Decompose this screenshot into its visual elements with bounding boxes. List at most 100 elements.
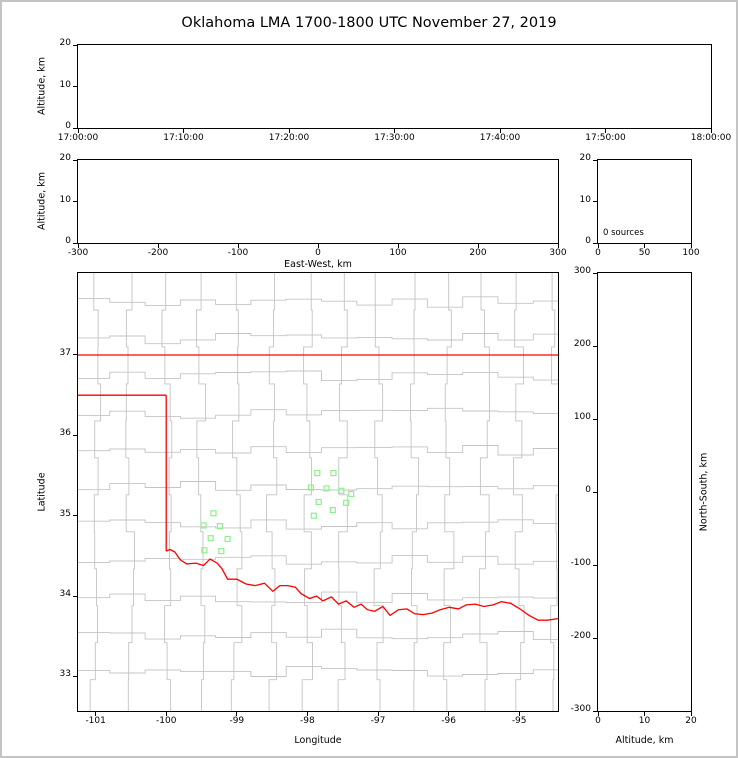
- y-tick-label: 300: [573, 266, 591, 276]
- y-tick-label: 0: [65, 121, 71, 131]
- county-boundaries: [78, 273, 558, 711]
- y-tick-mark: [73, 354, 77, 356]
- lma-station-marker: [314, 470, 321, 477]
- y-tick-label: -100: [570, 558, 591, 568]
- x-tick-label: 17:40:00: [479, 133, 521, 143]
- x-tick-label: -98: [300, 716, 315, 726]
- x-tick-mark: [288, 129, 290, 133]
- lma-station-marker: [218, 548, 225, 555]
- y-tick-mark: [73, 44, 77, 46]
- y-tick-label: 100: [573, 412, 591, 422]
- y-tick-label: 0: [585, 485, 591, 495]
- y-tick-label: 20: [59, 153, 71, 163]
- x-tick-mark: [477, 244, 479, 248]
- source-count-label: 0 sources: [603, 228, 644, 238]
- axis-label-north-south: North-South, km: [698, 452, 710, 532]
- x-tick-mark: [183, 129, 184, 133]
- y-tick-mark: [593, 345, 597, 347]
- y-tick-label: 10: [59, 194, 71, 205]
- map-canvas: [78, 273, 558, 711]
- lma-station-marker: [207, 535, 214, 542]
- state-boundary-line: [165, 548, 558, 621]
- x-tick-mark: [597, 244, 599, 248]
- x-tick-mark: [237, 244, 239, 248]
- lma-station-marker: [330, 470, 337, 477]
- x-tick-mark: [397, 244, 399, 248]
- lma-station-marker: [329, 507, 336, 514]
- y-tick-mark: [73, 201, 77, 202]
- x-tick-label: 300: [549, 248, 567, 258]
- y-tick-label: 10: [579, 194, 591, 205]
- axis-label-latitude: Latitude: [36, 472, 48, 512]
- x-tick-mark: [518, 712, 520, 716]
- y-tick-mark: [73, 434, 77, 436]
- y-tick-mark: [73, 675, 77, 677]
- y-tick-mark: [73, 595, 77, 597]
- x-tick-mark: [236, 712, 238, 716]
- x-tick-mark: [644, 244, 645, 248]
- lma-station-marker: [348, 490, 355, 498]
- lma-station-marker: [315, 498, 322, 506]
- lma-station-marker: [343, 499, 350, 506]
- y-tick-mark: [73, 515, 77, 517]
- x-tick-label: -100: [156, 716, 177, 726]
- lma-station-marker: [323, 485, 330, 492]
- lma-station-marker: [210, 510, 217, 517]
- east-west-height-panel: -300 -200 -100 0 100 200 300 0 10 20: [60, 153, 567, 258]
- y-tick-label: 37: [59, 347, 71, 358]
- axis-label-altitude-time-panel: Altitude, km: [36, 57, 48, 115]
- y-tick-label: 34: [59, 589, 71, 600]
- x-tick-label: -101: [85, 716, 106, 726]
- x-tick-label: -300: [67, 248, 89, 258]
- x-tick-label: 20: [685, 716, 697, 726]
- lma-station-marker: [224, 535, 231, 543]
- x-tick-mark: [597, 712, 599, 716]
- x-tick-label: -95: [511, 716, 527, 726]
- x-tick-label: -100: [227, 248, 249, 258]
- x-tick-mark: [377, 712, 379, 716]
- x-tick-label: 17:20:00: [268, 133, 310, 143]
- y-tick-label: 10: [59, 79, 71, 90]
- x-tick-mark: [448, 712, 450, 716]
- x-tick-label: -96: [441, 716, 456, 726]
- y-tick-label: 20: [579, 153, 591, 163]
- x-tick-label: 17:00:00: [57, 133, 99, 143]
- x-tick-mark: [95, 712, 97, 716]
- figure-title: Oklahoma LMA 1700-1800 UTC November 27, …: [181, 15, 557, 31]
- x-tick-label: 0: [595, 716, 601, 726]
- x-tick-label: 18:00:00: [690, 133, 732, 143]
- y-tick-mark: [593, 710, 597, 712]
- x-tick-mark: [710, 129, 712, 133]
- y-tick-label: 20: [59, 38, 71, 48]
- x-tick-mark: [644, 712, 645, 716]
- plan-view-map-panel: -101 -100 -99 -98 -97 -96 -95 33 34 35 36 37: [60, 272, 559, 726]
- y-tick-mark: [593, 564, 597, 566]
- y-tick-label: 33: [59, 669, 71, 680]
- y-tick-mark: [593, 491, 597, 493]
- y-tick-mark: [73, 86, 77, 87]
- y-tick-mark: [73, 127, 77, 129]
- y-tick-mark: [593, 272, 597, 274]
- x-tick-mark: [77, 129, 79, 133]
- y-tick-label: 36: [59, 428, 71, 439]
- x-tick-mark: [557, 244, 559, 248]
- x-tick-mark: [690, 244, 692, 248]
- y-tick-mark: [593, 637, 597, 639]
- x-tick-label: 200: [469, 248, 487, 258]
- x-tick-mark: [157, 244, 159, 248]
- y-tick-mark: [73, 242, 77, 244]
- y-tick-label: 0: [585, 236, 591, 246]
- lma-station-marker: [201, 547, 208, 554]
- lma-station-marker: [307, 484, 314, 491]
- axis-label-altitude-ns: Altitude, km: [615, 735, 674, 746]
- x-tick-mark: [77, 244, 79, 248]
- x-tick-mark: [605, 129, 606, 133]
- x-tick-label: 50: [638, 248, 651, 258]
- x-tick-label: -200: [147, 248, 169, 258]
- y-tick-label: -200: [570, 631, 591, 641]
- x-tick-label: 100: [682, 248, 700, 258]
- x-tick-label: 10: [638, 716, 651, 726]
- x-tick-mark: [690, 712, 692, 716]
- x-tick-label: 100: [389, 248, 407, 258]
